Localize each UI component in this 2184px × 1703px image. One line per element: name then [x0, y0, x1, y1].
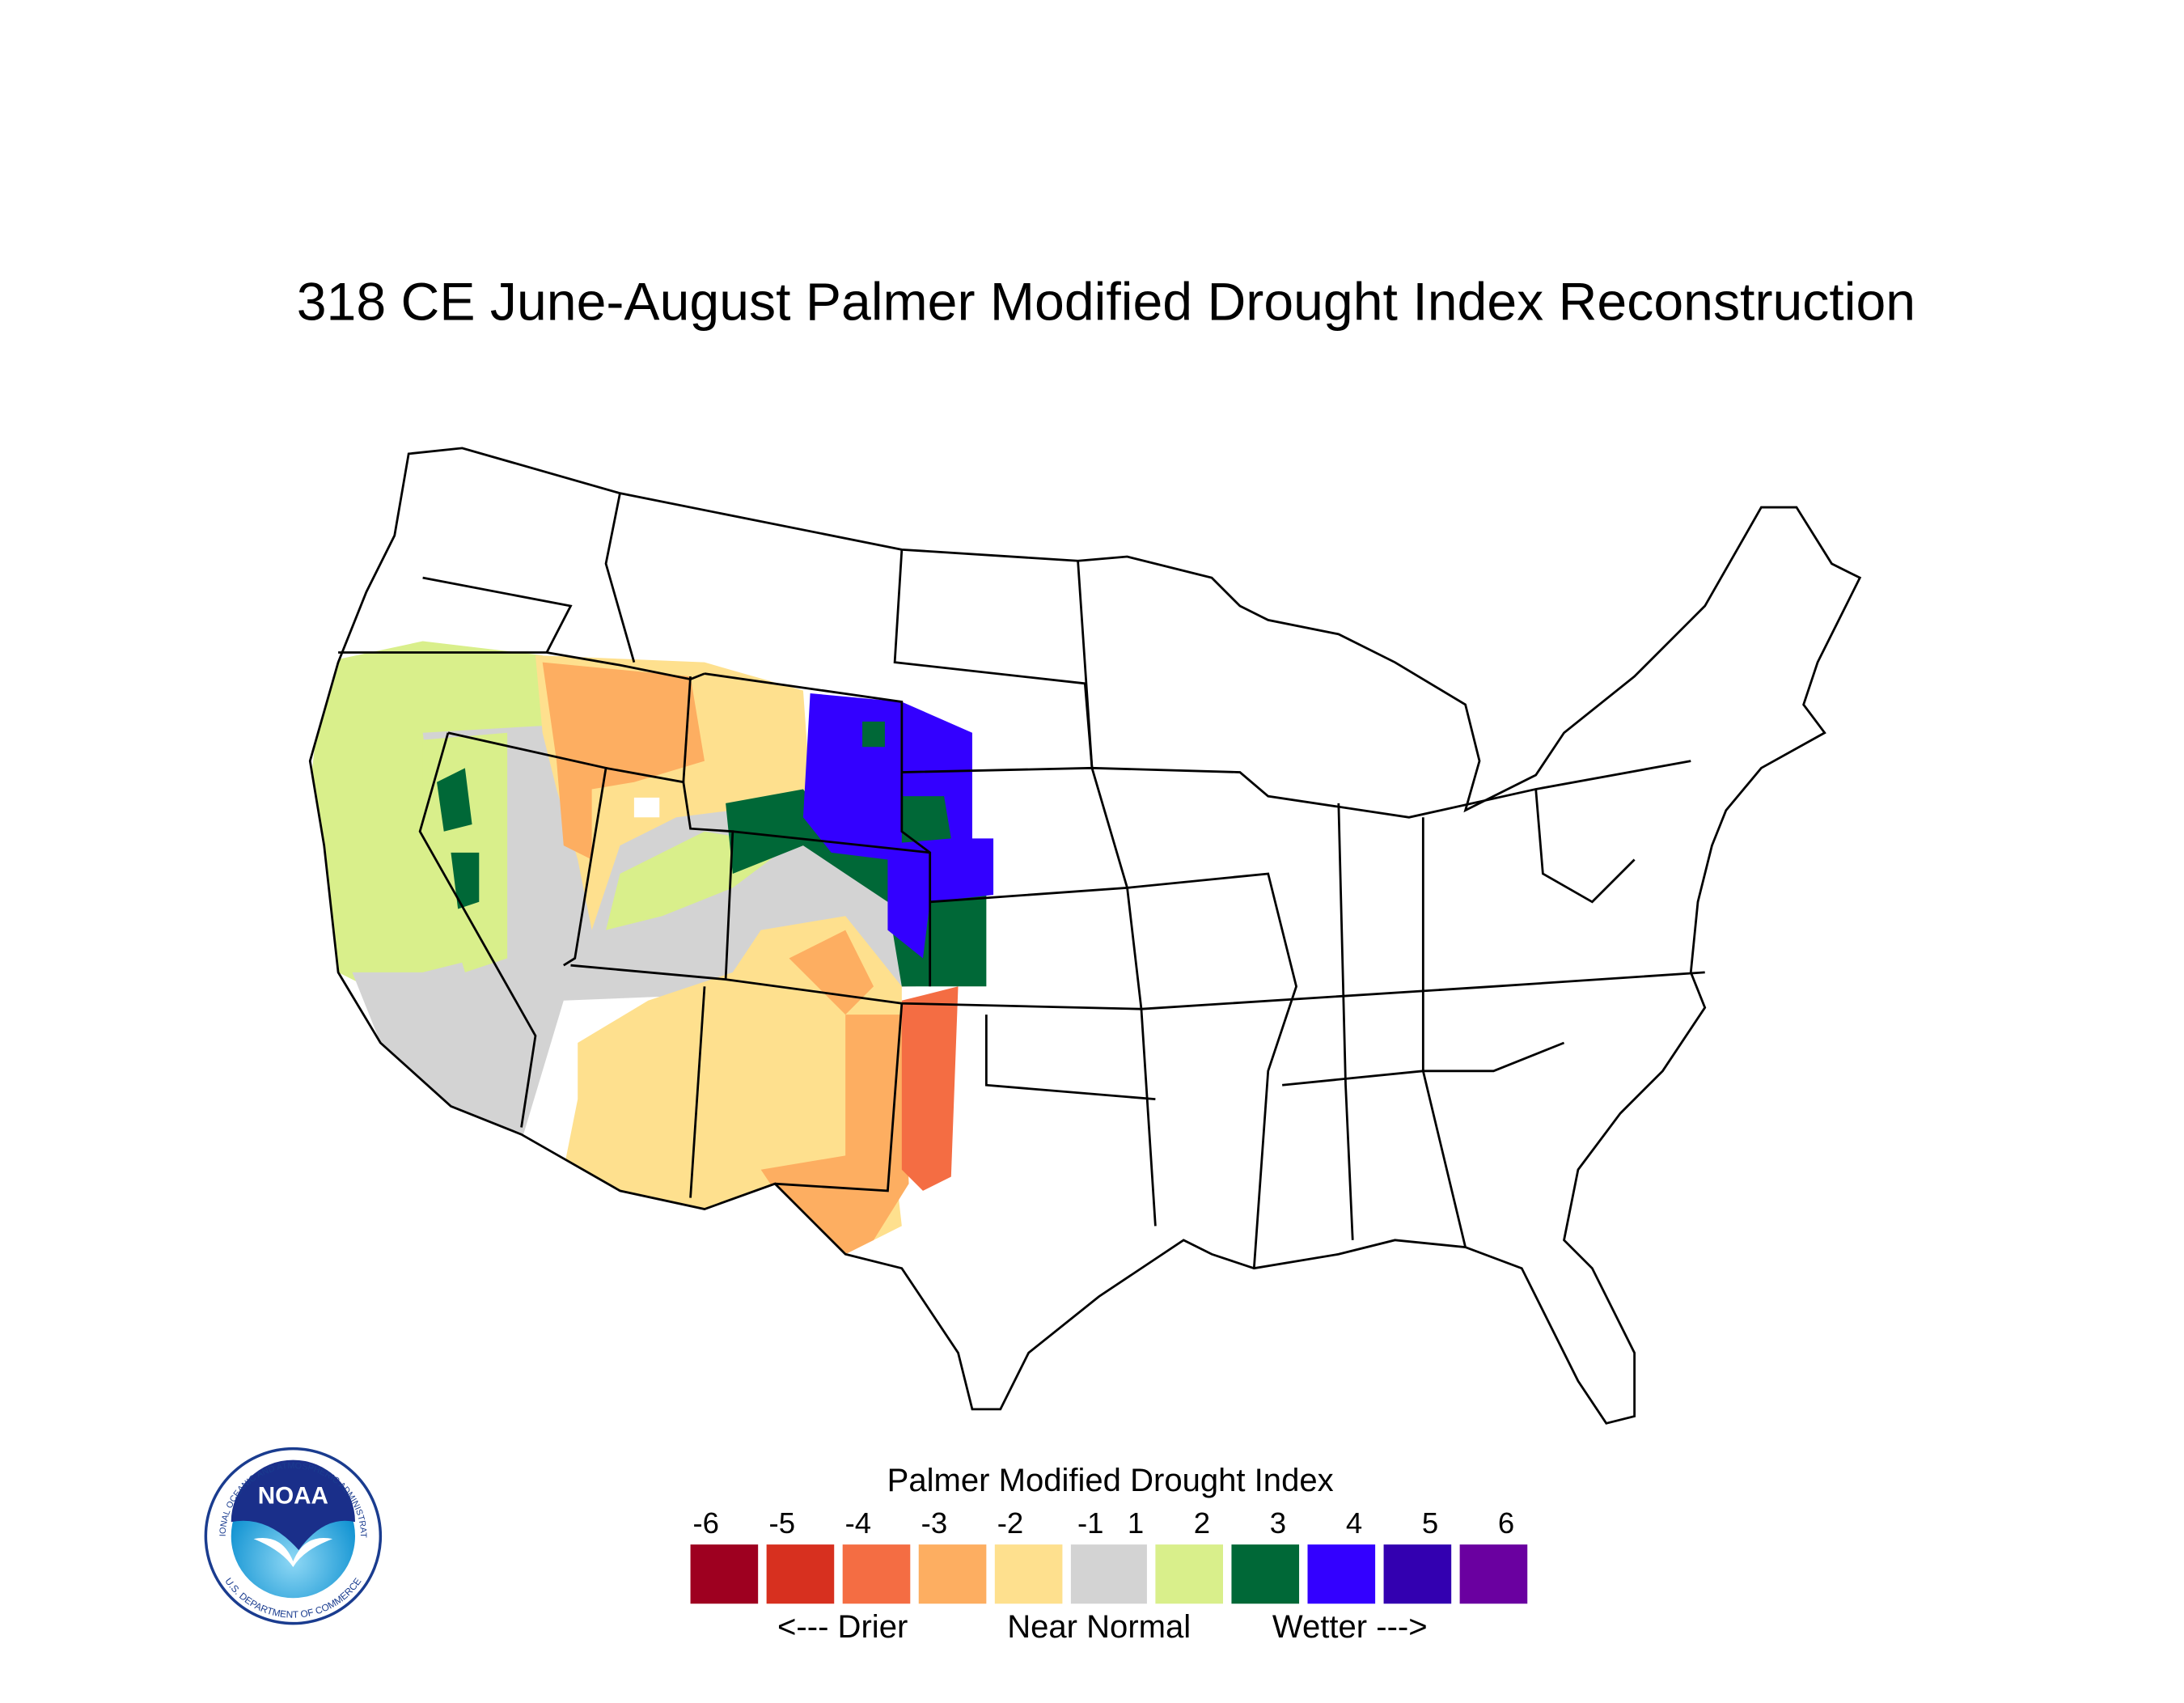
border [774, 1003, 904, 1193]
field [760, 1015, 909, 1261]
title: 318 CE June-August Palmer Modified Droug… [297, 272, 1915, 332]
logo-name: NOAA [258, 1483, 328, 1510]
field [802, 693, 994, 959]
state-borders [338, 493, 1705, 1269]
legend-tick-label: 2 [1194, 1506, 1210, 1540]
field [901, 986, 959, 1191]
legend-swatch [918, 1544, 987, 1604]
border [422, 576, 573, 654]
border [901, 760, 1691, 819]
legend-tick-label: -1 [1077, 1506, 1104, 1540]
legend-swatch [1459, 1544, 1528, 1604]
legend-swatch [994, 1544, 1063, 1604]
legend-tick-label: -4 [845, 1506, 872, 1540]
border [570, 964, 1705, 1010]
legend-swatch [1307, 1544, 1376, 1604]
border [984, 1015, 1156, 1101]
border [1337, 803, 1354, 1240]
legend-swatch [1231, 1544, 1300, 1604]
legend-tick-label: -2 [997, 1506, 1024, 1540]
field [633, 797, 660, 818]
legend-tick-label: 1 [1128, 1506, 1144, 1540]
border [447, 731, 607, 967]
field [789, 930, 874, 1015]
border [418, 732, 537, 1128]
field [901, 796, 951, 843]
legend: Palmer Modified Drought Index <--- Drier… [690, 1463, 1528, 1645]
logo-sky [231, 1459, 356, 1551]
legend-label: <--- Drier [777, 1609, 908, 1645]
border [604, 493, 636, 663]
drought-fields [310, 641, 994, 1261]
legend-swatch [1070, 1544, 1147, 1604]
border [1534, 789, 1636, 904]
legend-tick-label: 4 [1346, 1506, 1362, 1540]
field [437, 768, 472, 832]
legend-title: Palmer Modified Drought Index [887, 1463, 1334, 1498]
legend-tick-label: 5 [1422, 1506, 1438, 1540]
border [732, 830, 930, 854]
border [1421, 817, 1467, 1248]
border [338, 651, 705, 681]
legend-label: Near Normal [1007, 1609, 1191, 1645]
legend-tick-label: 6 [1498, 1506, 1514, 1540]
border [605, 766, 734, 980]
border [682, 676, 692, 782]
legend-swatch [690, 1544, 759, 1604]
legend-tick-label: -5 [769, 1506, 796, 1540]
legend-swatch [1383, 1544, 1452, 1604]
border [689, 986, 706, 1198]
legend-swatch [1155, 1544, 1223, 1604]
legend-label: Wetter ---> [1272, 1609, 1428, 1645]
legend-swatch [766, 1544, 835, 1604]
border [1282, 1041, 1565, 1087]
legend-tick-label: -3 [921, 1506, 948, 1540]
border [1077, 561, 1298, 1269]
border [704, 672, 932, 987]
legend-tick-label: -6 [692, 1506, 719, 1540]
field [451, 852, 480, 909]
legend-swatch [842, 1544, 911, 1604]
border [929, 886, 1157, 1226]
legend-tick-label: 3 [1270, 1506, 1286, 1540]
field [542, 662, 705, 860]
field [862, 721, 885, 748]
logo-bird [253, 1537, 333, 1567]
